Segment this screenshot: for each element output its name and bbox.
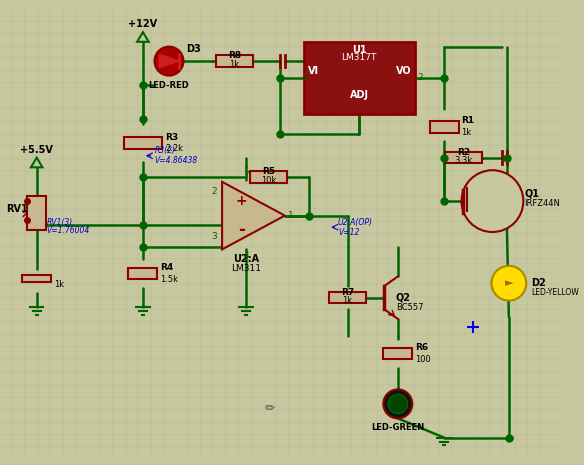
Text: Q2: Q2 [396,292,411,303]
Text: LM317T: LM317T [342,53,377,62]
Bar [128,268,157,279]
Polygon shape [222,182,285,249]
Text: 4: 4 [244,251,249,260]
Text: LM311: LM311 [231,264,261,273]
Text: R6: R6 [415,343,428,352]
Circle shape [155,46,183,76]
Text: 1k: 1k [230,60,239,69]
Text: 1: 1 [288,211,294,220]
Text: R1: R1 [461,116,475,126]
Text: U1: U1 [352,45,367,55]
Text: +: + [235,194,247,208]
Text: Q1: Q1 [524,188,539,199]
Circle shape [388,394,408,413]
Bar [383,348,412,359]
Text: 1k: 1k [54,279,64,289]
Text: R8: R8 [228,52,241,60]
Text: RV1(3): RV1(3) [46,218,72,227]
Text: 3.3k: 3.3k [454,156,472,166]
Bar [250,171,287,183]
Text: 10k: 10k [260,176,276,185]
Polygon shape [31,158,43,167]
Text: LED-YELLOW: LED-YELLOW [531,288,579,297]
Circle shape [492,266,526,300]
Text: VO: VO [396,66,411,76]
Text: 7: 7 [244,171,249,180]
Text: V=1.76004: V=1.76004 [46,226,89,234]
Text: ►: ► [505,278,513,288]
Text: D3: D3 [186,44,201,53]
Text: U2:A: U2:A [233,254,259,264]
Text: R2: R2 [457,148,470,157]
Text: 2: 2 [211,187,217,196]
Text: -: - [238,221,245,239]
Circle shape [461,170,523,232]
Text: 3: 3 [301,73,307,82]
Text: BC557: BC557 [396,303,423,312]
Polygon shape [137,32,149,42]
Text: U2:A(OP): U2:A(OP) [338,218,373,227]
Text: IRFZ44N: IRFZ44N [524,199,560,207]
Text: D2: D2 [531,278,546,288]
Polygon shape [159,54,179,68]
Text: R3: R3 [165,133,178,142]
Text: LED-GREEN: LED-GREEN [371,423,425,432]
Text: 2.2k: 2.2k [165,145,183,153]
Text: LED-RED: LED-RED [148,81,189,90]
Bar [445,152,482,164]
Text: 1k: 1k [461,128,472,137]
Bar [329,292,366,304]
Bar [216,55,253,67]
Bar [304,42,415,114]
Text: 1k: 1k [343,296,353,306]
Text: RV1: RV1 [6,204,28,214]
Text: 1.5k: 1.5k [160,275,178,284]
Text: 3: 3 [211,232,217,241]
Bar [124,137,162,149]
Text: +5.5V: +5.5V [20,145,53,155]
Text: ADJ: ADJ [350,90,369,100]
Text: R7: R7 [341,288,354,297]
Bar [430,121,458,133]
Text: +12V: +12V [128,19,158,29]
Text: V=12: V=12 [338,227,359,237]
Bar [22,274,51,282]
Text: V=4.86438: V=4.86438 [155,156,198,165]
Text: R4: R4 [160,263,173,272]
Text: R5: R5 [262,167,275,176]
Circle shape [383,389,412,418]
Text: ✏: ✏ [265,402,276,415]
Text: VI: VI [308,66,319,76]
Text: R3(2): R3(2) [155,146,175,155]
Text: 2: 2 [417,73,423,82]
Bar [27,196,46,230]
Text: 100: 100 [415,355,431,364]
